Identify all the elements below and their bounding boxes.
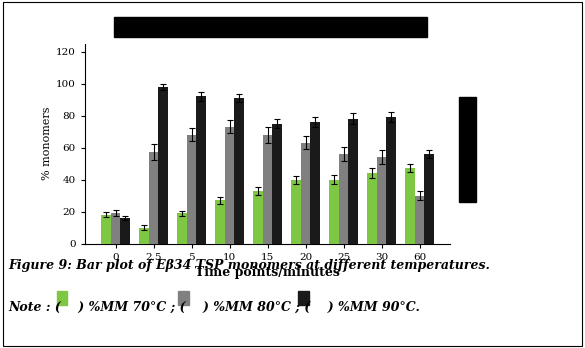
Y-axis label: % monomers: % monomers — [42, 107, 51, 180]
Bar — [101, 215, 111, 244]
Bar — [424, 154, 434, 244]
Bar — [197, 96, 206, 244]
Bar — [225, 127, 235, 244]
Text: Figure 9: Bar plot of Eβ34 TSP monomers at different temperatures.: Figure 9: Bar plot of Eβ34 TSP monomers … — [9, 259, 491, 272]
Bar — [139, 228, 149, 244]
Bar — [348, 119, 358, 244]
Bar — [405, 168, 415, 244]
Bar — [121, 218, 130, 244]
Bar — [253, 191, 263, 244]
Bar — [111, 213, 121, 244]
Bar — [273, 124, 282, 244]
Bar — [159, 87, 168, 244]
Bar — [301, 143, 311, 244]
Bar — [187, 135, 197, 244]
Bar — [386, 117, 396, 244]
Bar — [329, 180, 339, 244]
Bar — [291, 180, 301, 244]
Bar — [215, 200, 225, 244]
Bar — [311, 122, 320, 244]
Bar — [377, 157, 386, 244]
X-axis label: Time points/minutes: Time points/minutes — [195, 266, 340, 279]
Bar — [149, 152, 159, 244]
Bar — [339, 154, 348, 244]
Bar — [367, 173, 377, 244]
Bar — [235, 98, 244, 244]
Bar — [263, 135, 273, 244]
Bar — [177, 213, 187, 244]
Bar — [415, 196, 424, 244]
Text: Note : (    ) %MM 70°C ; (    ) %MM 80°C ; (    ) %MM 90°C.: Note : ( ) %MM 70°C ; ( ) %MM 80°C ; ( )… — [9, 301, 421, 314]
